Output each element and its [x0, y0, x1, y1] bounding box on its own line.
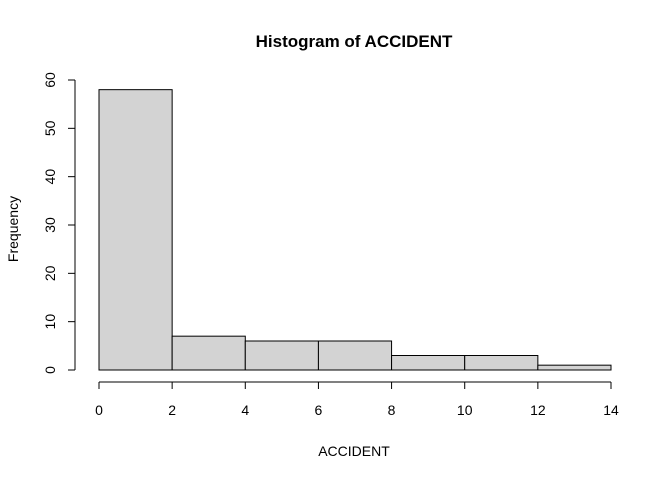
x-tick-label-4: 8	[388, 402, 396, 418]
histogram-bar-6	[537, 364, 612, 371]
bars-group	[98, 89, 612, 371]
x-axis-title: ACCIDENT	[318, 443, 390, 459]
histogram-bar-5	[464, 355, 539, 371]
y-tick-label-5: 50	[42, 120, 58, 136]
x-tick-label-7: 14	[603, 402, 619, 418]
histogram-bar-3	[317, 340, 393, 371]
y-axis: 0 10 20 30 40 50 60	[42, 72, 76, 374]
y-axis-title: Frequency	[5, 196, 21, 262]
x-tick-label-6: 12	[530, 402, 546, 418]
y-tick-label-2: 20	[42, 265, 58, 281]
x-tick-label-3: 6	[315, 402, 323, 418]
x-tick-label-1: 2	[168, 402, 176, 418]
histogram-bar-0	[98, 89, 173, 371]
x-tick-label-5: 10	[457, 402, 473, 418]
y-tick-label-0: 0	[42, 366, 58, 374]
y-tick-label-6: 60	[42, 72, 58, 88]
y-tick-label-4: 40	[42, 169, 58, 185]
x-tick-label-2: 4	[241, 402, 249, 418]
chart-title: Histogram of ACCIDENT	[256, 32, 453, 51]
histogram-bar-4	[391, 355, 466, 371]
histogram-bar-2	[244, 340, 319, 371]
y-tick-label-3: 30	[42, 217, 58, 233]
histogram-bar-1	[171, 335, 246, 371]
x-axis: 0 2 4 6 8 10 12 14	[95, 381, 619, 418]
y-tick-label-1: 10	[42, 314, 58, 330]
x-tick-label-0: 0	[95, 402, 103, 418]
